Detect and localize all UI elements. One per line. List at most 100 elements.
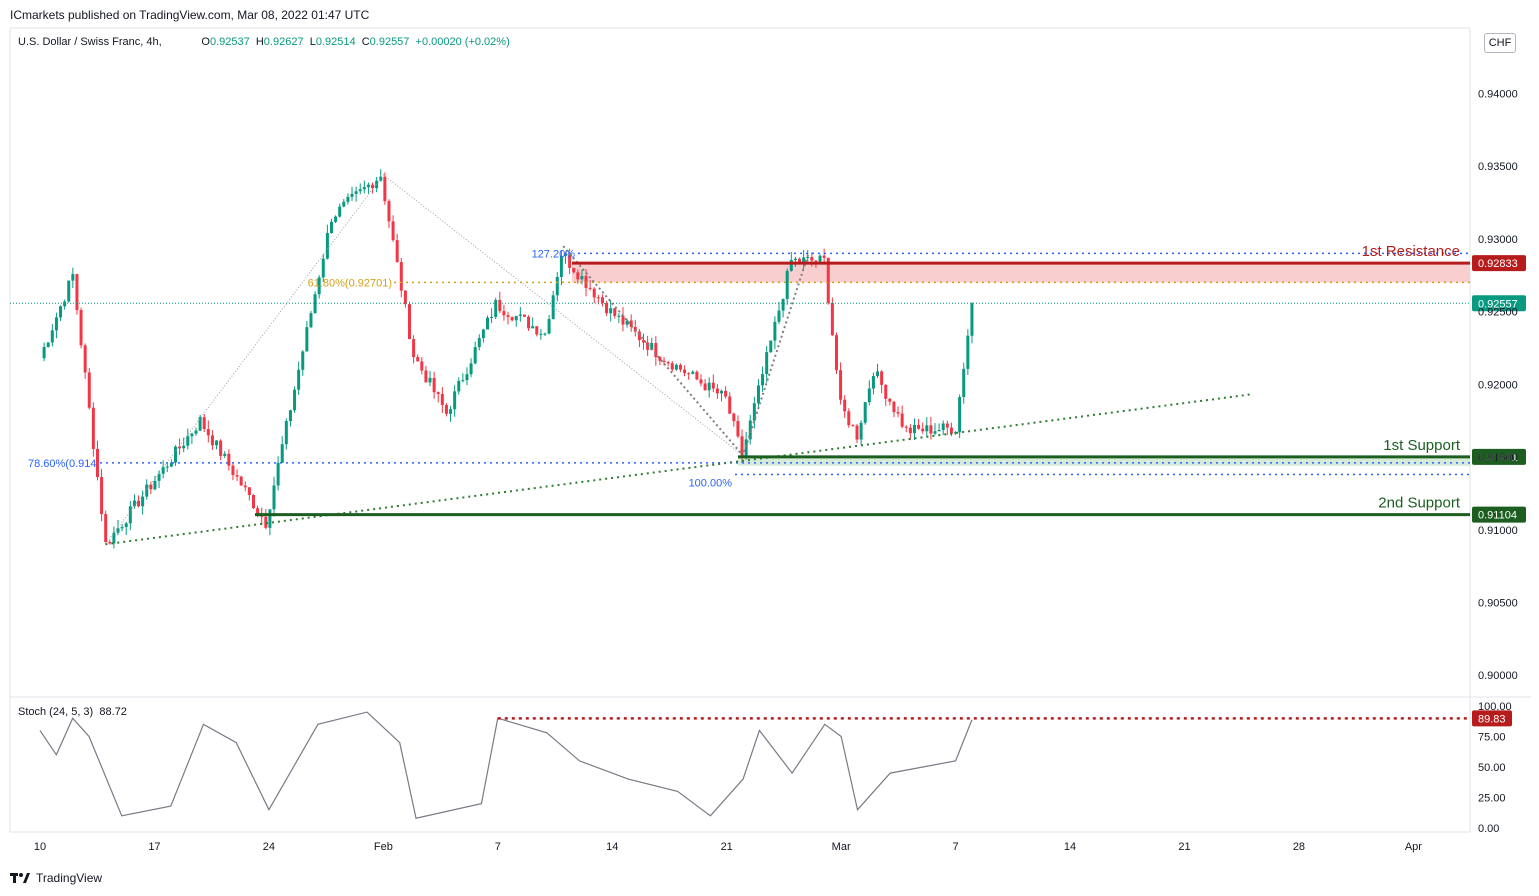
candle-body (785, 270, 789, 299)
candle-body (732, 413, 736, 422)
candle-body (239, 476, 243, 486)
candle-body (420, 361, 424, 371)
price-tick-label: 0.92000 (1478, 379, 1518, 391)
candle-body (818, 255, 822, 262)
candle-body (169, 462, 173, 467)
stoch-line (39, 711, 973, 819)
candle-body (95, 448, 99, 478)
plot-border (9, 27, 1471, 833)
time-tick-label: 21 (1178, 841, 1190, 853)
candle-body (231, 465, 235, 476)
candle-body (128, 506, 132, 524)
candle-body (958, 396, 962, 433)
tradingview-logo-icon (10, 873, 30, 883)
stoch-level-tag-text: 89.83 (1478, 713, 1506, 725)
candle-body (822, 255, 826, 258)
candle-body (215, 440, 219, 446)
candle-body (350, 193, 354, 197)
candle-body (691, 371, 695, 374)
candle-body (752, 403, 756, 421)
candle-body (756, 385, 760, 404)
zones-layer (572, 263, 1470, 466)
tradingview-logo[interactable]: TradingView (10, 871, 102, 885)
stoch-tick-label: 0.00 (1478, 823, 1499, 835)
time-axis[interactable]: 10 17 24 Feb 7 14 21 Mar 7 14 21 28 Apr (34, 841, 1422, 853)
stoch-tick-label: 75.00 (1478, 732, 1506, 744)
candle-body (305, 327, 309, 352)
candle-body (568, 254, 572, 268)
candle-body (54, 317, 58, 331)
candle-body (186, 436, 190, 446)
candle-body (609, 308, 613, 314)
candle-body (83, 345, 87, 373)
candle-body (108, 542, 112, 544)
price-tick-label: 0.90000 (1478, 670, 1518, 682)
candle-body (264, 516, 268, 528)
candle-body (830, 302, 834, 336)
candle-body (272, 485, 276, 510)
candle-body (338, 206, 342, 217)
candle-body (900, 413, 904, 427)
candle-body (724, 390, 728, 397)
support-zone (738, 456, 1470, 466)
price-axis[interactable]: 0.94000 0.93500 0.93000 0.92500 0.92000 0.915… (1478, 88, 1518, 682)
candle-body (247, 487, 251, 496)
candle-body (498, 299, 502, 312)
candle-body (921, 428, 925, 432)
candle-body (740, 436, 744, 457)
candle-body (880, 371, 884, 385)
candle-body (949, 427, 953, 434)
candle-body (75, 274, 79, 311)
candle-body (403, 290, 407, 305)
stoch-legend: Stoch (24, 5, 3) 88.72 (18, 706, 127, 718)
candle-body (642, 340, 646, 343)
candle-body (925, 425, 929, 432)
open-label: O (201, 36, 210, 48)
candle-body (235, 475, 239, 477)
candle-body (514, 315, 518, 321)
candle-body (371, 184, 375, 189)
candle-body (227, 453, 231, 466)
candle-body (884, 384, 888, 399)
publisher-line: ICmarkets published on TradingView.com, … (10, 8, 370, 22)
candle-body (711, 382, 715, 389)
stoch-name[interactable]: Stoch (24, 5, 3) (18, 706, 94, 718)
candle-body (42, 346, 46, 359)
candle-body (256, 508, 260, 514)
candle-body (748, 420, 752, 440)
candle-body (646, 342, 650, 350)
candle-body (806, 256, 810, 258)
trendline (105, 393, 1251, 546)
candle-body (112, 532, 116, 544)
candle-body (137, 500, 141, 507)
candles-layer (42, 169, 974, 549)
candle-body (71, 274, 75, 281)
candle-body (650, 342, 654, 350)
candle-body (325, 232, 329, 259)
candle-body (198, 417, 202, 431)
candle-body (863, 402, 867, 423)
candle-body (379, 176, 383, 181)
candle-body (929, 425, 933, 434)
stoch-level-tag (1472, 710, 1512, 727)
time-tick-label: 14 (606, 841, 618, 853)
level-price-tag (1472, 448, 1526, 465)
candle-body (153, 480, 157, 490)
candle-body (440, 393, 444, 405)
candle-body (826, 257, 830, 303)
candle-body (161, 466, 165, 474)
candle-body (506, 315, 510, 318)
candle-body (896, 412, 900, 414)
candle-body (424, 370, 428, 383)
symbol-name[interactable]: U.S. Dollar / Swiss Franc, 4h, (18, 36, 162, 48)
candle-body (592, 288, 596, 298)
candle-body (67, 280, 71, 302)
candle-body (461, 380, 465, 382)
candle-body (843, 399, 847, 412)
candle-body (781, 298, 785, 311)
time-tick-label: 10 (34, 841, 46, 853)
currency-button[interactable]: CHF (1484, 33, 1516, 53)
candle-body (769, 340, 773, 353)
candle-body (301, 351, 305, 370)
